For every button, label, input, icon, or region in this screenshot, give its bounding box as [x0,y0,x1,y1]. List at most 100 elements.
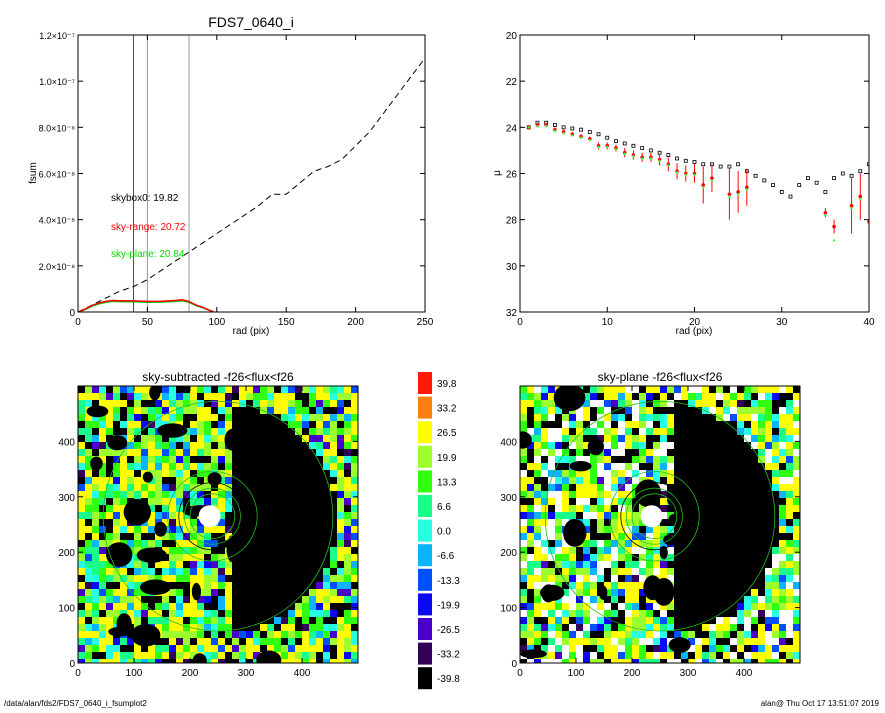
image-pixel [632,659,639,663]
image-pixel [127,526,134,533]
image-pixel [716,617,723,624]
image-pixel [737,400,744,407]
image-pixel [351,638,358,645]
image-pixel [520,610,527,617]
image-pixel [204,421,211,428]
image-pixel [344,568,351,575]
image-pixel [183,659,190,663]
image-pixel [660,435,667,442]
colorbar-swatch [418,396,432,419]
skybox-point [675,156,679,161]
image-pixel [765,610,772,617]
image-pixel [85,498,92,505]
image-pixel [239,659,246,663]
image-pixel [639,638,646,645]
image-pixel [667,659,674,663]
image-pixel [337,596,344,603]
image-pixel [204,582,211,589]
image-pixel [716,659,723,663]
image-pixel [660,526,667,533]
image-pixel [85,561,92,568]
image-pixel [162,617,169,624]
image-pixel [758,631,765,638]
y-tick-label: 4.0×10⁻⁸ [39,216,76,226]
image-pixel [793,603,800,610]
image-pixel [618,547,625,554]
image-pixel [309,589,316,596]
skybox-point [683,158,688,163]
image-pixel [204,463,211,470]
image-pixel [176,407,183,414]
image-pixel [548,547,555,554]
image-pixel [590,512,597,519]
image-pixel [548,456,555,463]
masked-source [703,589,728,610]
image-pixel [190,575,197,582]
image-pixel [590,477,597,484]
image-pixel [295,421,302,428]
image-pixel [632,547,639,554]
image-pixel [527,554,534,561]
image-pixel [113,463,120,470]
image-pixel [625,589,632,596]
colorbar-label: -26.5 [437,625,460,636]
image-pixel [653,414,660,421]
image-pixel [253,386,260,393]
image-pixel [246,645,253,652]
image-pixel [737,610,744,617]
image-pixel [702,659,709,663]
image-pixel [779,554,786,561]
image-pixel [646,470,653,477]
image-pixel [183,470,190,477]
image-pixel [576,596,583,603]
image-pixel [709,393,716,400]
image-pixel [688,645,695,652]
image-pixel [78,512,85,519]
image-pixel [204,470,211,477]
image-pixel [204,393,211,400]
image-pixel [660,470,667,477]
image-pixel [562,554,569,561]
image-pixel [211,449,218,456]
image-pixel [316,442,323,449]
image-pixel [330,547,337,554]
image-pixel [148,484,155,491]
image-pixel [611,477,618,484]
image-pixel [604,582,611,589]
image-pixel [190,463,197,470]
image-pixel [190,603,197,610]
sky-range-point [727,192,732,197]
image-pixel [653,470,660,477]
image-pixel [148,449,155,456]
image-pixel [288,659,295,663]
skybox-point [753,173,758,178]
sky-plane-point [579,136,583,139]
image-pixel [618,638,625,645]
image-pixel [639,645,646,652]
image-pixel [127,386,134,393]
image-pixel [793,400,800,407]
image-pixel [562,421,569,428]
image-pixel [583,519,590,526]
image-pixel [323,568,330,575]
image-pixel [183,442,190,449]
image-pixel [99,575,106,582]
y-tick-label: 22 [506,77,518,88]
image-pixel [127,470,134,477]
image-pixel [344,498,351,505]
sky-plane-point [859,197,862,201]
image-pixel [351,575,358,582]
image-pixel [99,463,106,470]
image-pixel [106,414,113,421]
image-pixel [723,631,730,638]
image-pixel [169,456,176,463]
image-pixel [520,603,527,610]
image-pixel [590,484,597,491]
image-pixel [555,554,562,561]
sky-plane-point [536,124,539,128]
image-pixel [92,512,99,519]
image-pixel [534,554,541,561]
image-pixel [148,463,155,470]
image-pixel [520,407,527,414]
image-pixel [78,589,85,596]
